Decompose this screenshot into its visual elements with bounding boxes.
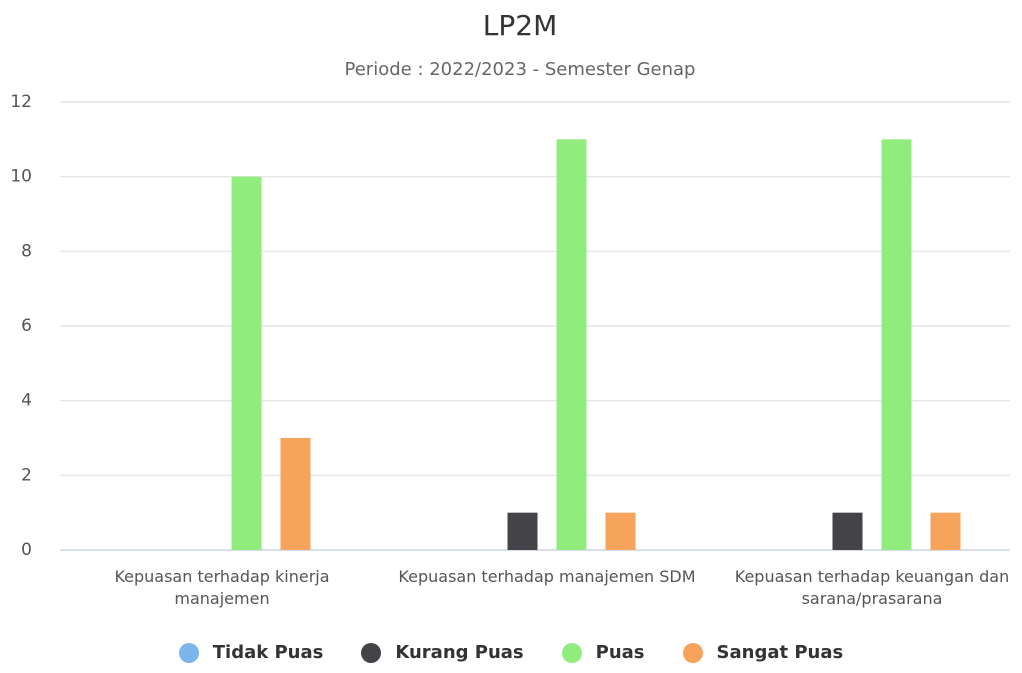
plot: LP2M Periode : 2022/2023 - Semester Gena… <box>10 9 1010 560</box>
bar <box>605 512 636 550</box>
legend-swatch <box>682 642 703 663</box>
y-tick-label: 12 <box>10 92 32 112</box>
x-tick-label: Kepuasan terhadap keuangan dan sarana/pr… <box>734 567 1010 608</box>
bar <box>881 139 912 551</box>
legend-label: Kurang Puas <box>395 642 524 663</box>
legend-item: Tidak Puas <box>178 642 324 663</box>
bar <box>556 139 587 551</box>
x-tick-label: Kepuasan terhadap manajemen SDM <box>398 567 696 586</box>
legend-label: Tidak Puas <box>212 642 324 663</box>
y-tick-label: 0 <box>21 540 32 560</box>
chart-subtitle: Periode : 2022/2023 - Semester Genap <box>345 59 696 80</box>
legend-swatch <box>561 642 582 663</box>
bar <box>507 512 538 550</box>
chart-title: LP2M <box>483 9 557 42</box>
legend: Tidak Puas Kurang Puas Puas Sangat Puas <box>0 642 1022 663</box>
legend-item: Puas <box>561 642 645 663</box>
legend-item: Sangat Puas <box>682 642 844 663</box>
y-tick-label: 6 <box>21 316 32 336</box>
x-tick-label: Kepuasan terhadap kinerja manajemen <box>114 567 330 608</box>
y-tick-label: 4 <box>21 391 32 411</box>
legend-swatch <box>178 642 199 663</box>
y-tick-label: 8 <box>21 241 32 261</box>
y-tick-label: 10 <box>10 167 32 187</box>
legend-label: Sangat Puas <box>716 642 844 663</box>
legend-item: Kurang Puas <box>361 642 524 663</box>
bar <box>280 438 311 550</box>
bar <box>832 512 863 550</box>
legend-swatch <box>361 642 382 663</box>
y-tick-label: 2 <box>21 465 32 485</box>
bar <box>930 512 961 550</box>
legend-label: Puas <box>595 642 645 663</box>
bar <box>231 176 262 550</box>
